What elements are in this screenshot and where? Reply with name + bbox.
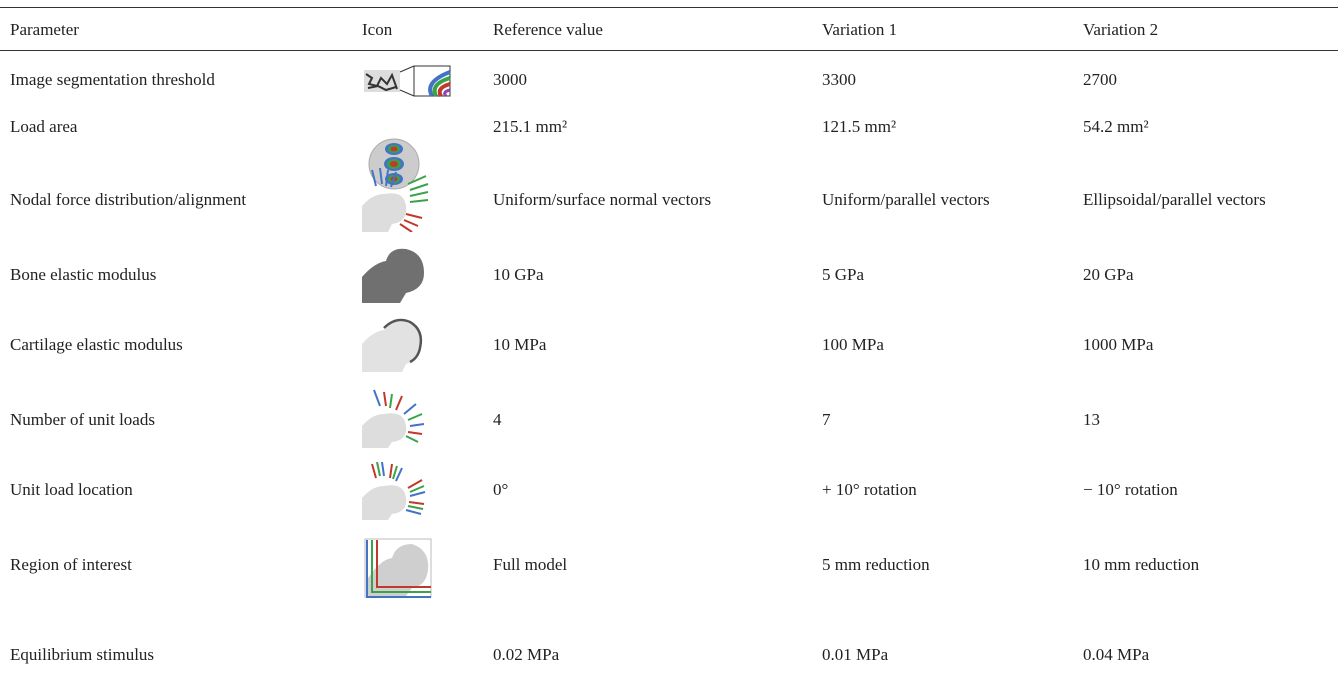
parameter-cell: Load area [10,117,77,137]
value-cell: 4 [493,410,502,430]
icon-cartilage-modulus [362,314,426,372]
value-cell: 10 mm reduction [1083,555,1199,575]
parameter-cell: Equilibrium stimulus [10,645,154,665]
header-cell: Icon [362,20,392,40]
value-cell: 5 GPa [822,265,864,285]
value-cell: Uniform/surface normal vectors [493,190,711,210]
header-rule [0,50,1338,51]
icon-threshold [362,64,454,98]
value-cell: 20 GPa [1083,265,1134,285]
value-cell: 1000 MPa [1083,335,1153,355]
value-cell: 54.2 mm² [1083,117,1149,137]
icon-bone-modulus [362,245,426,303]
icon-region-of-interest [364,538,434,600]
icon-nodal-force [362,166,430,232]
value-cell: 10 MPa [493,335,546,355]
header-cell: Variation 1 [822,20,897,40]
value-cell: 3000 [493,70,527,90]
parameter-cell: Region of interest [10,555,132,575]
parameter-cell: Cartilage elastic modulus [10,335,183,355]
value-cell: 7 [822,410,831,430]
value-cell: 0.02 MPa [493,645,559,665]
value-cell: + 10° rotation [822,480,917,500]
header-cell: Variation 2 [1083,20,1158,40]
value-cell: 3300 [822,70,856,90]
value-cell: Uniform/parallel vectors [822,190,990,210]
value-cell: 121.5 mm² [822,117,896,137]
page: (() => { const data = JSON.parse(documen… [0,0,1338,676]
value-cell: 0° [493,480,508,500]
value-cell: 0.01 MPa [822,645,888,665]
header-cell: Reference value [493,20,603,40]
value-cell: 0.04 MPa [1083,645,1149,665]
value-cell: 13 [1083,410,1100,430]
parameter-cell: Number of unit loads [10,410,155,430]
value-cell: 10 GPa [493,265,544,285]
value-cell: − 10° rotation [1083,480,1178,500]
value-cell: 215.1 mm² [493,117,567,137]
parameter-cell: Bone elastic modulus [10,265,156,285]
value-cell: 100 MPa [822,335,884,355]
parameter-cell: Nodal force distribution/alignment [10,190,246,210]
icon-unit-loads [362,386,430,448]
top-rule [0,7,1338,8]
header-cell: Parameter [10,20,79,40]
value-cell: Ellipsoidal/parallel vectors [1083,190,1266,210]
icon-load-location [362,458,430,520]
value-cell: Full model [493,555,567,575]
value-cell: 5 mm reduction [822,555,930,575]
parameter-cell: Unit load location [10,480,133,500]
parameter-cell: Image segmentation threshold [10,70,215,90]
value-cell: 2700 [1083,70,1117,90]
